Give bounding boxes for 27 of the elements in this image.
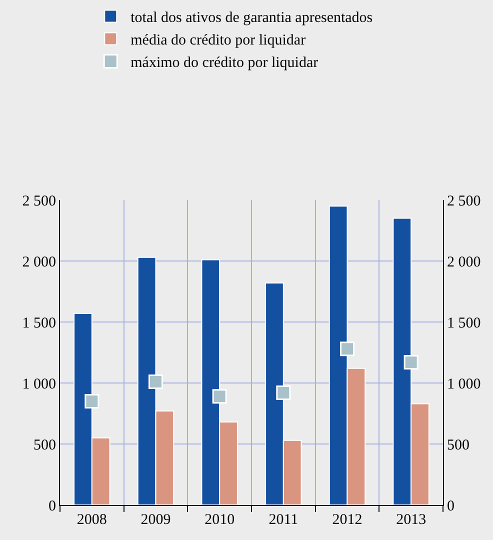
- legend-label: máximo do crédito por liquidar: [130, 55, 318, 72]
- point: [148, 374, 163, 390]
- x-tick-label: 2009: [140, 512, 171, 528]
- y2-tick-label: 500: [447, 437, 470, 454]
- y2-tick-label: 0: [447, 498, 454, 514]
- point: [84, 394, 100, 409]
- y-tick-label: 1 000: [22, 376, 56, 392]
- point: [276, 386, 291, 400]
- point: [340, 342, 354, 356]
- x-tick-label: 2008: [76, 512, 107, 528]
- legend-label: total dos ativos de garantia apresentados: [130, 10, 373, 26]
- point: [404, 355, 418, 370]
- x-tick-label: 2013: [396, 512, 426, 528]
- x-tick-label: 2010: [204, 512, 235, 528]
- y2-tick-label: 1 500: [447, 315, 481, 332]
- y2-tick-label: 2 000: [447, 254, 481, 270]
- y-tick-label: 0: [48, 498, 56, 514]
- y-tick-label: 500: [34, 437, 56, 454]
- legend-label: média do crédito por liquidar: [130, 32, 306, 49]
- x-tick-label: 2012: [332, 512, 362, 528]
- y-tick-label: 2 500: [22, 193, 56, 210]
- y-tick-label: 2 000: [22, 254, 56, 270]
- point: [212, 389, 227, 404]
- x-tick-label: 2011: [268, 512, 298, 528]
- y2-tick-label: 1 000: [447, 376, 481, 392]
- y2-tick-label: 2 500: [447, 193, 481, 210]
- y-tick-label: 1 500: [22, 315, 56, 332]
